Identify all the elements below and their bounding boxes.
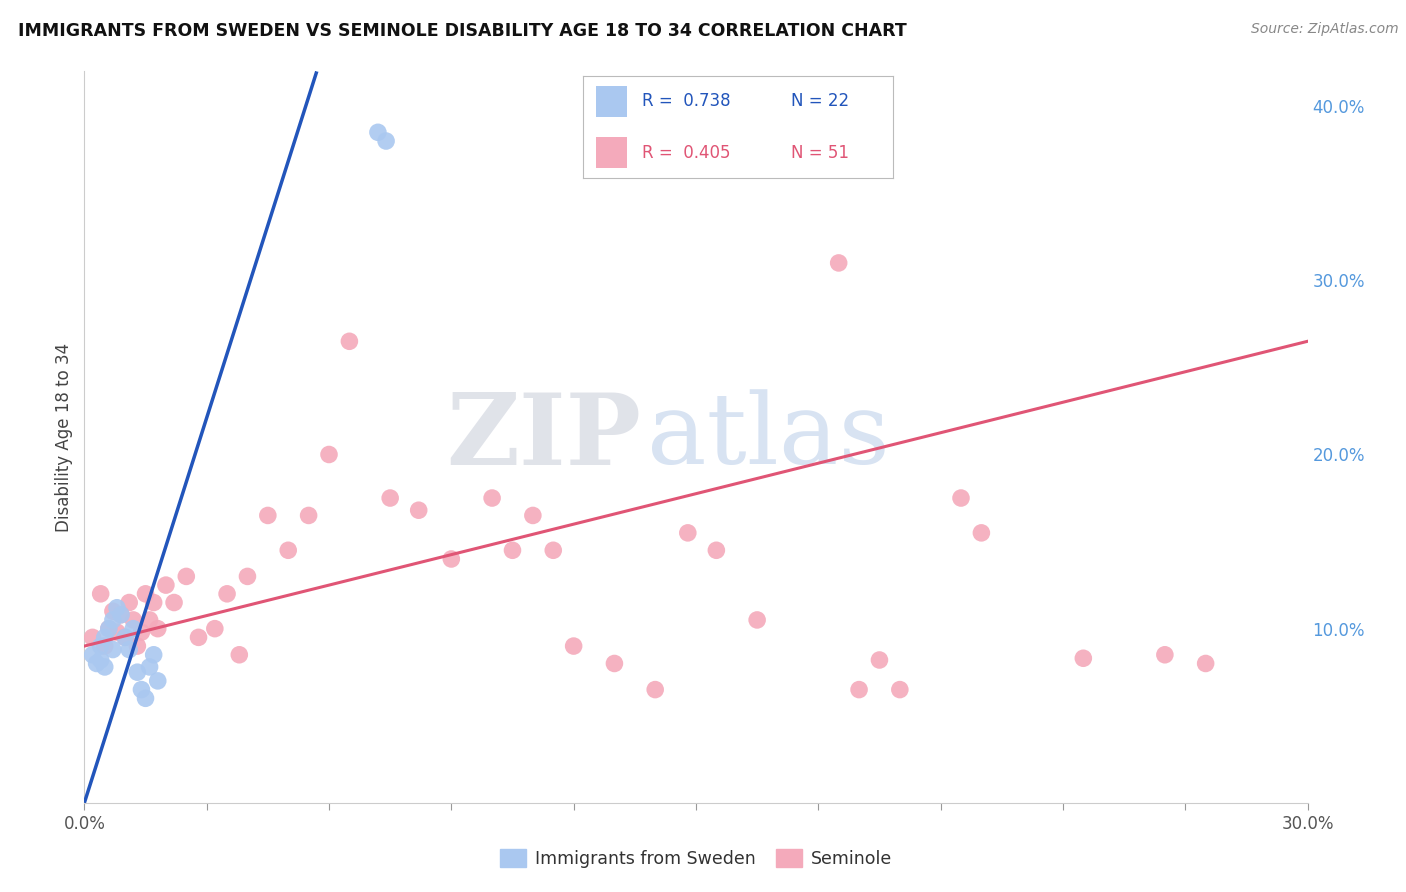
Point	[970, 525, 993, 540]
Point	[1154, 648, 1177, 662]
Point	[522, 508, 544, 523]
Y-axis label: Disability Age 18 to 34: Disability Age 18 to 34	[55, 343, 73, 532]
Point	[543, 543, 565, 558]
Point	[339, 334, 361, 349]
Text: atlas: atlas	[647, 389, 890, 485]
Point	[676, 525, 699, 540]
Point	[706, 543, 728, 558]
Point	[90, 653, 112, 667]
Point	[502, 543, 524, 558]
Point	[110, 607, 132, 622]
Point	[90, 639, 112, 653]
FancyBboxPatch shape	[596, 87, 627, 117]
Point	[97, 622, 120, 636]
Text: N = 51: N = 51	[790, 144, 849, 161]
Text: N = 22: N = 22	[790, 93, 849, 111]
Point	[110, 607, 132, 622]
Point	[86, 657, 108, 671]
Point	[277, 543, 299, 558]
Point	[848, 682, 870, 697]
Point	[146, 673, 169, 688]
Point	[869, 653, 891, 667]
Text: IMMIGRANTS FROM SWEDEN VS SEMINOLE DISABILITY AGE 18 TO 34 CORRELATION CHART: IMMIGRANTS FROM SWEDEN VS SEMINOLE DISAB…	[18, 22, 907, 40]
Point	[122, 613, 145, 627]
Point	[127, 639, 149, 653]
Point	[298, 508, 321, 523]
Point	[101, 642, 124, 657]
Point	[828, 256, 851, 270]
Point	[318, 448, 340, 462]
Point	[142, 648, 165, 662]
Point	[101, 604, 124, 618]
Point	[101, 613, 124, 627]
Point	[408, 503, 430, 517]
Point	[97, 622, 120, 636]
Point	[131, 682, 153, 697]
Point	[481, 491, 503, 505]
Point	[105, 625, 128, 640]
Point	[174, 569, 197, 583]
Point	[138, 660, 160, 674]
Point	[204, 622, 226, 636]
Point	[82, 631, 104, 645]
Text: R =  0.405: R = 0.405	[643, 144, 731, 161]
Point	[122, 622, 145, 636]
Point	[114, 631, 136, 645]
Point	[228, 648, 250, 662]
Point	[142, 595, 165, 609]
Point	[1073, 651, 1095, 665]
Point	[367, 125, 389, 139]
Point	[105, 600, 128, 615]
Point	[114, 631, 136, 645]
Legend: Immigrants from Sweden, Seminole: Immigrants from Sweden, Seminole	[494, 842, 898, 874]
Point	[93, 660, 115, 674]
Point	[118, 595, 141, 609]
Point	[644, 682, 666, 697]
Point	[257, 508, 280, 523]
Point	[127, 665, 149, 680]
Point	[217, 587, 239, 601]
Point	[155, 578, 177, 592]
Point	[93, 631, 115, 645]
Point	[131, 625, 153, 640]
Point	[380, 491, 402, 505]
Point	[90, 587, 112, 601]
Point	[135, 691, 157, 706]
Point	[146, 622, 169, 636]
Point	[440, 552, 463, 566]
Point	[1195, 657, 1218, 671]
Point	[375, 134, 398, 148]
Point	[118, 642, 141, 657]
FancyBboxPatch shape	[596, 137, 627, 168]
Point	[138, 613, 160, 627]
Point	[187, 631, 209, 645]
Text: R =  0.738: R = 0.738	[643, 93, 731, 111]
Point	[82, 648, 104, 662]
Point	[562, 639, 585, 653]
Point	[747, 613, 769, 627]
Point	[163, 595, 186, 609]
Point	[950, 491, 973, 505]
Point	[236, 569, 259, 583]
Point	[135, 587, 157, 601]
Text: Source: ZipAtlas.com: Source: ZipAtlas.com	[1251, 22, 1399, 37]
Point	[93, 639, 115, 653]
Point	[889, 682, 911, 697]
Point	[603, 657, 626, 671]
Text: ZIP: ZIP	[446, 389, 641, 485]
